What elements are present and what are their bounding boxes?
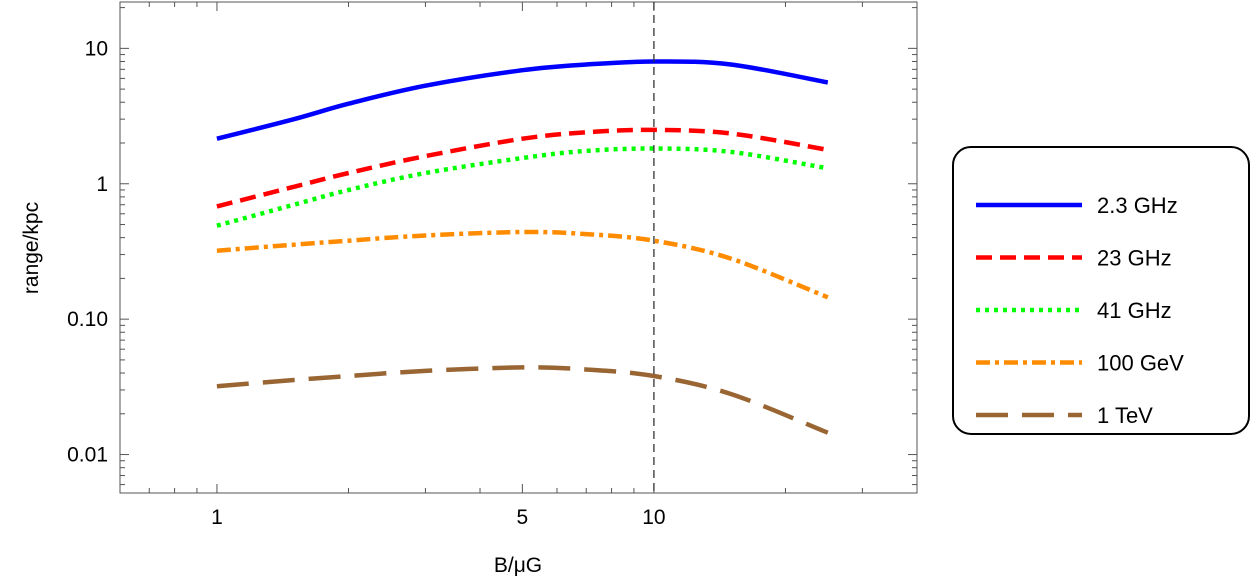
y-tick-label: 0.10 xyxy=(67,308,108,331)
x-tick-label: 10 xyxy=(642,506,665,529)
x-axis-title: B/μG xyxy=(494,554,542,577)
series-line-1 xyxy=(216,59,829,141)
y-tick-label: 10 xyxy=(85,37,108,60)
legend-label-2: 23 GHz xyxy=(1097,246,1172,271)
y-axis-title: range/kpc xyxy=(20,202,43,294)
series-line-2 xyxy=(216,127,829,209)
x-tick-label: 1 xyxy=(211,506,223,529)
series-line-5 xyxy=(216,365,829,435)
x-tick-label: 5 xyxy=(517,506,529,529)
series-layer xyxy=(216,59,829,435)
series-line-4 xyxy=(216,229,829,300)
plot-frame xyxy=(119,1,918,494)
legend-label-3: 41 GHz xyxy=(1097,298,1172,323)
axis-tick-labels: 1 5 10 0.01 0.10 1 10 xyxy=(67,37,665,529)
series-line-3 xyxy=(216,146,829,228)
legend-label-5: 1 TeV xyxy=(1097,403,1153,428)
legend-label-4: 100 GeV xyxy=(1097,351,1184,376)
legend-box xyxy=(952,146,1250,435)
y-tick-label: 1 xyxy=(96,173,108,196)
legend: 2.3 GHz 23 GHz 41 GHz 100 GeV 1 TeV xyxy=(952,146,1250,435)
legend-label-1: 2.3 GHz xyxy=(1097,193,1178,218)
axis-ticks xyxy=(119,2,918,493)
y-tick-label: 0.01 xyxy=(67,444,108,467)
